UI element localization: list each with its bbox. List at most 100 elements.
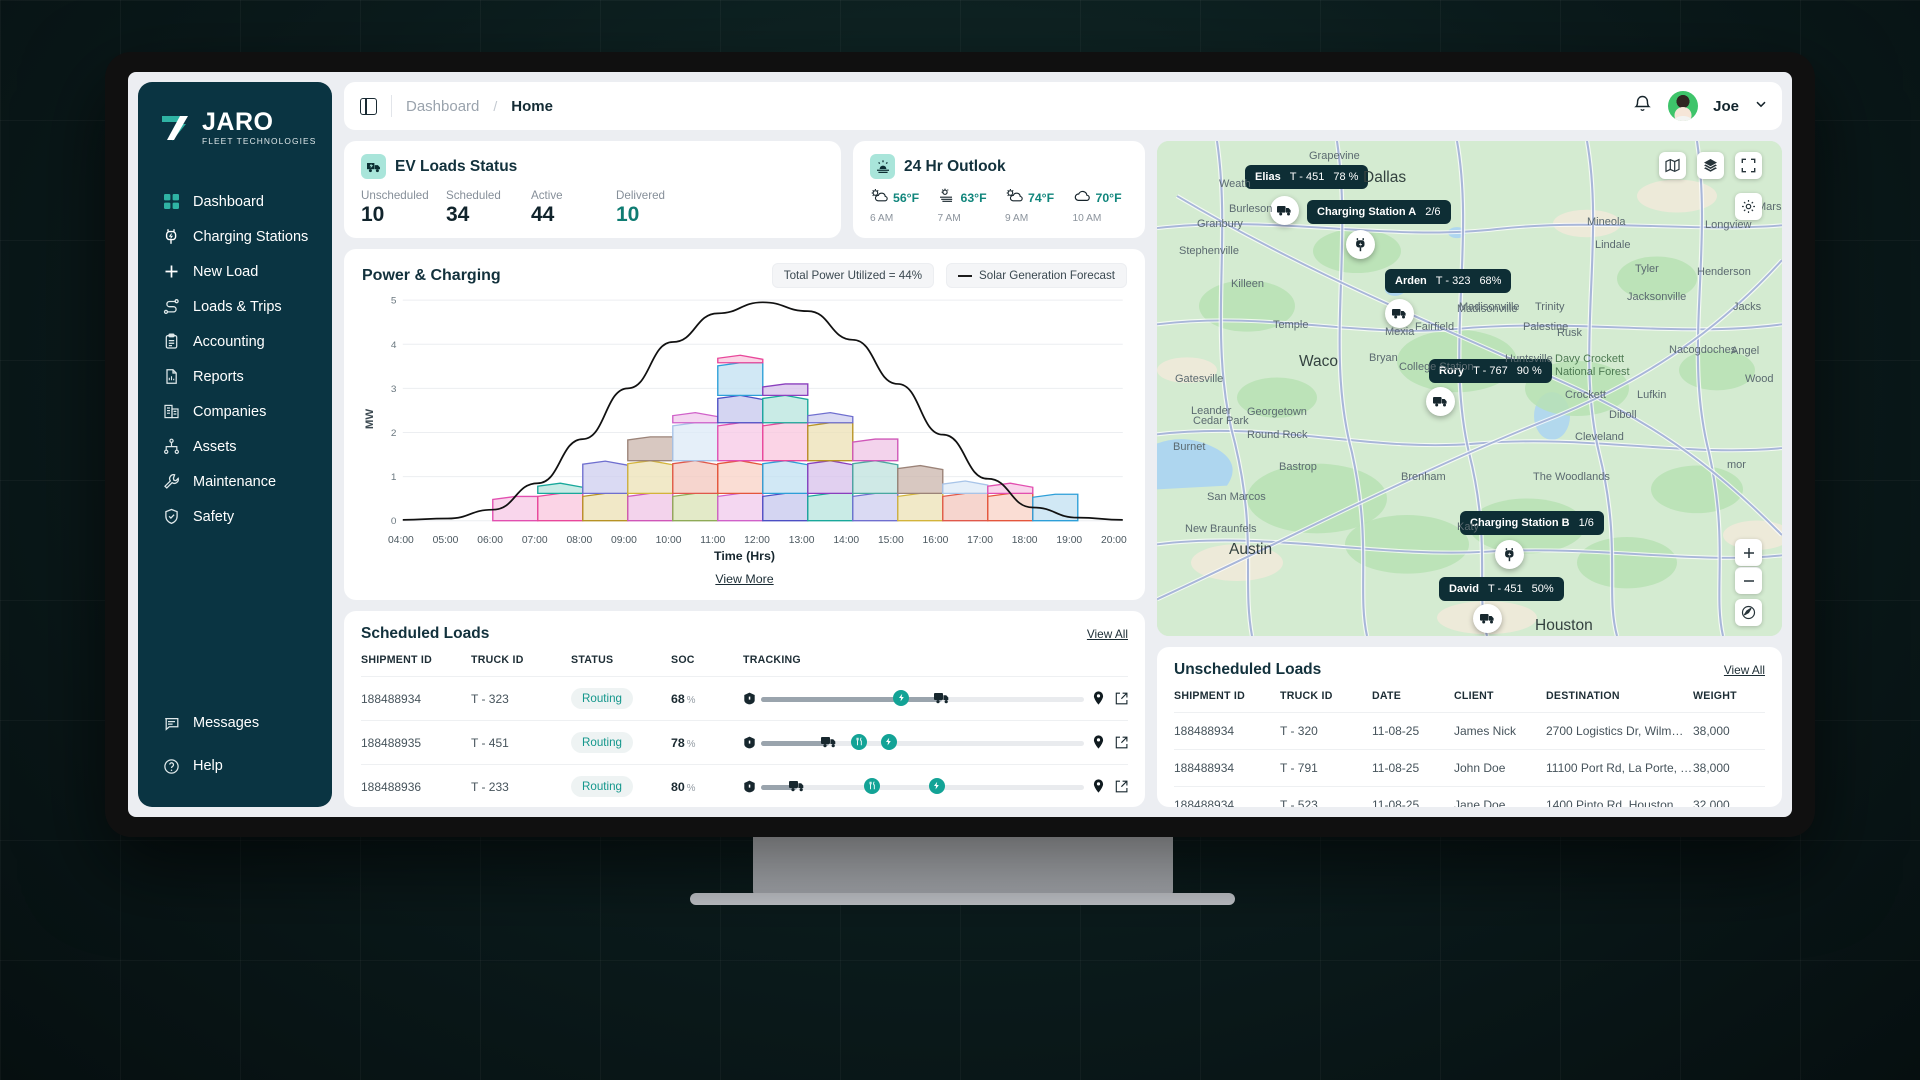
fleet-map[interactable]: Elias T - 451 78 % Charging Station A 2/…: [1157, 141, 1782, 636]
sidebar-item-assets[interactable]: Assets: [138, 430, 332, 463]
map-settings-control[interactable]: [1735, 193, 1762, 220]
sidebar-item-companies[interactable]: Companies: [138, 395, 332, 428]
map-truck-pin[interactable]: [1385, 299, 1414, 328]
table-row[interactable]: 188488935 T - 451 Routing 78%: [361, 720, 1128, 765]
origin-lock-icon: [743, 780, 756, 796]
map-place-label: Bryan: [1369, 352, 1398, 364]
stats-row: EV Loads Status Unscheduled 10 Scheduled…: [344, 141, 1145, 238]
unscheduled-view-all-link[interactable]: View All: [1723, 663, 1765, 677]
charging-stop-icon[interactable]: [893, 689, 910, 706]
notification-bell-icon[interactable]: [1632, 93, 1653, 119]
monitor-bezel: JARO FLEET TECHNOLOGIES Dashboard Chargi…: [105, 52, 1815, 837]
truck-position-icon[interactable]: [788, 779, 807, 796]
map-place-label: Madisonville: [1457, 303, 1518, 315]
map-place-label: Madisonville: [1459, 301, 1520, 313]
map-charger-pin[interactable]: [1495, 540, 1524, 569]
charging-stop-icon[interactable]: [928, 777, 945, 794]
map-type-control[interactable]: [1659, 152, 1686, 179]
sidebar-item-help[interactable]: Help: [138, 750, 332, 783]
stat-label: Active: [531, 189, 563, 202]
map-tooltip[interactable]: Rory T - 767 90 %: [1429, 359, 1552, 383]
sidebar-item-loads-trips[interactable]: Loads & Trips: [138, 290, 332, 323]
map-tooltip[interactable]: David T - 451 50%: [1439, 577, 1564, 601]
sidebar-item-dashboard[interactable]: Dashboard: [138, 185, 332, 218]
map-truck-pin[interactable]: [1270, 196, 1299, 225]
map-compass-control[interactable]: [1735, 599, 1762, 626]
map-city-label: Austin: [1229, 541, 1273, 558]
screen: JARO FLEET TECHNOLOGIES Dashboard Chargi…: [128, 72, 1792, 817]
map-place-label: Granbury: [1197, 218, 1243, 230]
col-truck-id: TRUCK ID: [1280, 690, 1333, 702]
map-tooltip[interactable]: Charging Station B 1/6: [1460, 511, 1604, 535]
map-truck-pin[interactable]: [1426, 387, 1455, 416]
sidebar-item-label: Messages: [193, 715, 260, 732]
sidebar-item-safety[interactable]: Safety: [138, 500, 332, 533]
sidebar-item-messages[interactable]: Messages: [138, 707, 332, 740]
map-zoom-in-control[interactable]: [1735, 539, 1762, 566]
app-root: JARO FLEET TECHNOLOGIES Dashboard Chargi…: [128, 72, 1792, 817]
map-tooltip-value: 1/6: [1578, 517, 1594, 529]
sidebar-item-accounting[interactable]: Accounting: [138, 325, 332, 358]
weather-hour: 74°F 9 AM: [1005, 188, 1061, 224]
open-external-icon[interactable]: [1115, 780, 1128, 796]
scheduled-view-all-link[interactable]: View All: [1086, 627, 1128, 641]
cell-shipment-id: 188488935: [361, 720, 471, 765]
avatar[interactable]: [1668, 91, 1699, 121]
table-row[interactable]: 188488934 T - 523 11-08-25 Jane Doe 1400…: [1174, 786, 1765, 807]
stat-label: Scheduled: [446, 189, 501, 202]
map-layers-control[interactable]: [1697, 152, 1724, 179]
map-place-label: Nacogdoches: [1669, 344, 1737, 356]
open-external-icon[interactable]: [1115, 736, 1128, 752]
sidebar-item-new-load[interactable]: New Load: [138, 255, 332, 288]
building-icon: [163, 403, 180, 420]
cell-date: 11-08-25: [1372, 786, 1454, 807]
map-canvas: [1157, 141, 1782, 636]
tracking-bar[interactable]: [743, 689, 1128, 708]
sidebar-item-reports[interactable]: Reports: [138, 360, 332, 393]
map-tooltip[interactable]: Elias T - 451 78 %: [1245, 165, 1369, 189]
weather-title: 24 Hr Outlook: [904, 157, 1006, 175]
map-place-label: Burleson: [1229, 203, 1273, 215]
map-charger-pin[interactable]: [1346, 230, 1375, 259]
truck-position-icon[interactable]: [820, 735, 839, 752]
cell-soc: 78%: [671, 720, 743, 765]
cell-destination: 1400 Pinto Rd, Houston,…: [1546, 786, 1693, 807]
map-truck-pin[interactable]: [1473, 604, 1502, 633]
view-more-link[interactable]: View More: [715, 572, 774, 586]
table-row[interactable]: 188488934 T - 320 11-08-25 James Nick 27…: [1174, 712, 1765, 750]
sidebar-item-charging-stations[interactable]: Charging Stations: [138, 220, 332, 253]
cell-client: Jane Doe: [1454, 786, 1546, 807]
chart-header: Power & Charging Total Power Utilized = …: [362, 263, 1127, 288]
table-row[interactable]: 188488934 T - 323 Routing 68%: [361, 676, 1128, 721]
map-place-label: Brenham: [1401, 471, 1446, 483]
table-row[interactable]: 188488936 T - 233 Routing 80%: [361, 764, 1128, 807]
toggle-sidebar-icon[interactable]: [360, 97, 377, 115]
chevron-down-icon[interactable]: [1754, 97, 1768, 116]
map-zoom-out-control[interactable]: [1735, 567, 1762, 594]
svg-text:3: 3: [391, 384, 397, 395]
charging-stop-icon[interactable]: [880, 733, 897, 750]
col-tracking: TRACKING: [743, 654, 801, 666]
wrench-icon: [163, 473, 180, 490]
destination-pin-icon: [1093, 734, 1104, 752]
col-shipment-id: SHIPMENT ID: [1174, 690, 1246, 702]
chart-xtick: 16:00: [922, 535, 949, 546]
brand-logo[interactable]: JARO FLEET TECHNOLOGIES: [138, 104, 332, 145]
rest-stop-icon[interactable]: [864, 777, 881, 794]
sidebar-item-maintenance[interactable]: Maintenance: [138, 465, 332, 498]
rest-stop-icon[interactable]: [851, 733, 868, 750]
map-fullscreen-control[interactable]: [1735, 152, 1762, 179]
sun-cloud-icon: [1005, 188, 1024, 208]
weather-hour: 63°F 7 AM: [938, 188, 994, 224]
map-tooltip[interactable]: Charging Station A 2/6: [1307, 200, 1451, 224]
breadcrumb-dashboard[interactable]: Dashboard: [406, 97, 480, 115]
tracking-bar[interactable]: [743, 777, 1128, 796]
open-external-icon[interactable]: [1115, 692, 1128, 708]
cell-status: Routing: [571, 720, 671, 765]
chart-xtick: 15:00: [877, 535, 904, 546]
truck-position-icon[interactable]: [933, 691, 952, 708]
map-tooltip[interactable]: Arden T - 323 68%: [1385, 269, 1512, 293]
table-row[interactable]: 188488934 T - 791 11-08-25 John Doe 1110…: [1174, 749, 1765, 787]
tracking-bar[interactable]: [743, 733, 1128, 752]
map-place-label: Jacks: [1733, 301, 1762, 313]
